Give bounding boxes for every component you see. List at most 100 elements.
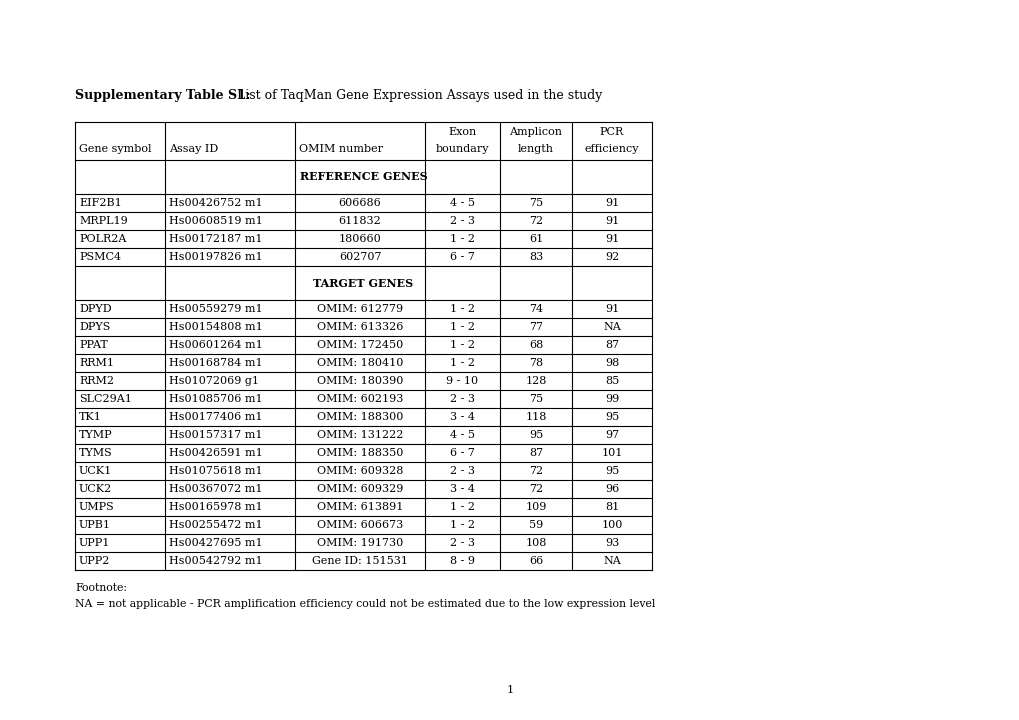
Text: DPYD: DPYD <box>78 304 111 314</box>
Text: 72: 72 <box>529 466 542 476</box>
Text: length: length <box>518 144 553 154</box>
Text: 1 - 2: 1 - 2 <box>449 234 475 244</box>
Text: 98: 98 <box>604 358 619 368</box>
Text: 109: 109 <box>525 502 546 512</box>
Text: 91: 91 <box>604 216 619 226</box>
Text: 2 - 3: 2 - 3 <box>449 216 475 226</box>
Text: 602707: 602707 <box>338 252 381 262</box>
Text: UPP2: UPP2 <box>78 556 110 566</box>
Text: DPYS: DPYS <box>78 322 110 332</box>
Text: POLR2A: POLR2A <box>78 234 126 244</box>
Text: PSMC4: PSMC4 <box>78 252 121 262</box>
Text: 66: 66 <box>529 556 542 566</box>
Text: OMIM: 609328: OMIM: 609328 <box>317 466 403 476</box>
Text: 75: 75 <box>529 198 542 208</box>
Text: 91: 91 <box>604 304 619 314</box>
Text: OMIM: 172450: OMIM: 172450 <box>317 340 403 350</box>
Text: Hs00426591 m1: Hs00426591 m1 <box>169 448 263 458</box>
Text: Hs00367072 m1: Hs00367072 m1 <box>169 484 262 494</box>
Text: 1 - 2: 1 - 2 <box>449 322 475 332</box>
Text: 606686: 606686 <box>338 198 381 208</box>
Text: OMIM: 188350: OMIM: 188350 <box>317 448 403 458</box>
Text: OMIM: 613326: OMIM: 613326 <box>317 322 403 332</box>
Text: OMIM: 180390: OMIM: 180390 <box>317 376 403 386</box>
Text: 75: 75 <box>529 394 542 404</box>
Text: boundary: boundary <box>435 144 489 154</box>
Text: OMIM: 602193: OMIM: 602193 <box>317 394 403 404</box>
Text: OMIM: 609329: OMIM: 609329 <box>317 484 403 494</box>
Text: Amplicon: Amplicon <box>510 127 561 137</box>
Text: 93: 93 <box>604 538 619 548</box>
Text: 1 - 2: 1 - 2 <box>449 502 475 512</box>
Text: 77: 77 <box>529 322 542 332</box>
Text: Hs00608519 m1: Hs00608519 m1 <box>169 216 263 226</box>
Text: efficiency: efficiency <box>584 144 639 154</box>
Text: PCR: PCR <box>599 127 624 137</box>
Text: 1 - 2: 1 - 2 <box>449 340 475 350</box>
Text: Hs00197826 m1: Hs00197826 m1 <box>169 252 262 262</box>
Text: OMIM: 612779: OMIM: 612779 <box>317 304 403 314</box>
Text: Hs01075618 m1: Hs01075618 m1 <box>169 466 262 476</box>
Text: Supplementary Table S1:: Supplementary Table S1: <box>75 89 251 102</box>
Text: 1 - 2: 1 - 2 <box>449 304 475 314</box>
Text: 4 - 5: 4 - 5 <box>449 430 475 440</box>
Text: 118: 118 <box>525 412 546 422</box>
Text: 2 - 3: 2 - 3 <box>449 538 475 548</box>
Text: Hs00177406 m1: Hs00177406 m1 <box>169 412 262 422</box>
Text: 92: 92 <box>604 252 619 262</box>
Text: 101: 101 <box>601 448 622 458</box>
Text: 6 - 7: 6 - 7 <box>449 252 475 262</box>
Text: 81: 81 <box>604 502 619 512</box>
Text: MRPL19: MRPL19 <box>78 216 127 226</box>
Text: 3 - 4: 3 - 4 <box>449 412 475 422</box>
Text: 97: 97 <box>604 430 619 440</box>
Text: Hs00157317 m1: Hs00157317 m1 <box>169 430 262 440</box>
Text: TYMS: TYMS <box>78 448 113 458</box>
Text: UMPS: UMPS <box>78 502 115 512</box>
Text: 3 - 4: 3 - 4 <box>449 484 475 494</box>
Text: 95: 95 <box>529 430 542 440</box>
Text: EIF2B1: EIF2B1 <box>78 198 121 208</box>
Text: 128: 128 <box>525 376 546 386</box>
Text: 78: 78 <box>529 358 542 368</box>
Text: RRM2: RRM2 <box>78 376 114 386</box>
Text: 87: 87 <box>604 340 619 350</box>
Text: 96: 96 <box>604 484 619 494</box>
Text: PPAT: PPAT <box>78 340 108 350</box>
Text: 100: 100 <box>601 520 622 530</box>
Text: Gene ID: 151531: Gene ID: 151531 <box>312 556 408 566</box>
Text: 99: 99 <box>604 394 619 404</box>
Text: OMIM: 606673: OMIM: 606673 <box>317 520 403 530</box>
Text: 91: 91 <box>604 234 619 244</box>
Text: 59: 59 <box>529 520 542 530</box>
Text: 2 - 3: 2 - 3 <box>449 466 475 476</box>
Text: NA: NA <box>602 322 621 332</box>
Text: Hs00559279 m1: Hs00559279 m1 <box>169 304 262 314</box>
Text: OMIM: 191730: OMIM: 191730 <box>317 538 403 548</box>
Text: 2 - 3: 2 - 3 <box>449 394 475 404</box>
Text: Hs00427695 m1: Hs00427695 m1 <box>169 538 262 548</box>
Text: 1: 1 <box>506 685 513 695</box>
Text: Gene symbol: Gene symbol <box>78 144 152 154</box>
Text: 6 - 7: 6 - 7 <box>449 448 475 458</box>
Text: REFERENCE GENES: REFERENCE GENES <box>300 171 427 182</box>
Text: OMIM: 613891: OMIM: 613891 <box>317 502 403 512</box>
Text: 9 - 10: 9 - 10 <box>446 376 478 386</box>
Text: OMIM: 180410: OMIM: 180410 <box>317 358 403 368</box>
Text: UPP1: UPP1 <box>78 538 110 548</box>
Text: UCK2: UCK2 <box>78 484 112 494</box>
Text: Hs00165978 m1: Hs00165978 m1 <box>169 502 262 512</box>
Text: Hs00426752 m1: Hs00426752 m1 <box>169 198 262 208</box>
Text: Hs00172187 m1: Hs00172187 m1 <box>169 234 262 244</box>
Text: Footnote:: Footnote: <box>75 583 127 593</box>
Text: 1 - 2: 1 - 2 <box>449 520 475 530</box>
Text: Hs00601264 m1: Hs00601264 m1 <box>169 340 263 350</box>
Text: Hs00255472 m1: Hs00255472 m1 <box>169 520 262 530</box>
Text: 68: 68 <box>529 340 542 350</box>
Text: RRM1: RRM1 <box>78 358 114 368</box>
Text: 108: 108 <box>525 538 546 548</box>
Text: Hs00542792 m1: Hs00542792 m1 <box>169 556 262 566</box>
Text: UCK1: UCK1 <box>78 466 112 476</box>
Text: 8 - 9: 8 - 9 <box>449 556 475 566</box>
Text: NA: NA <box>602 556 621 566</box>
